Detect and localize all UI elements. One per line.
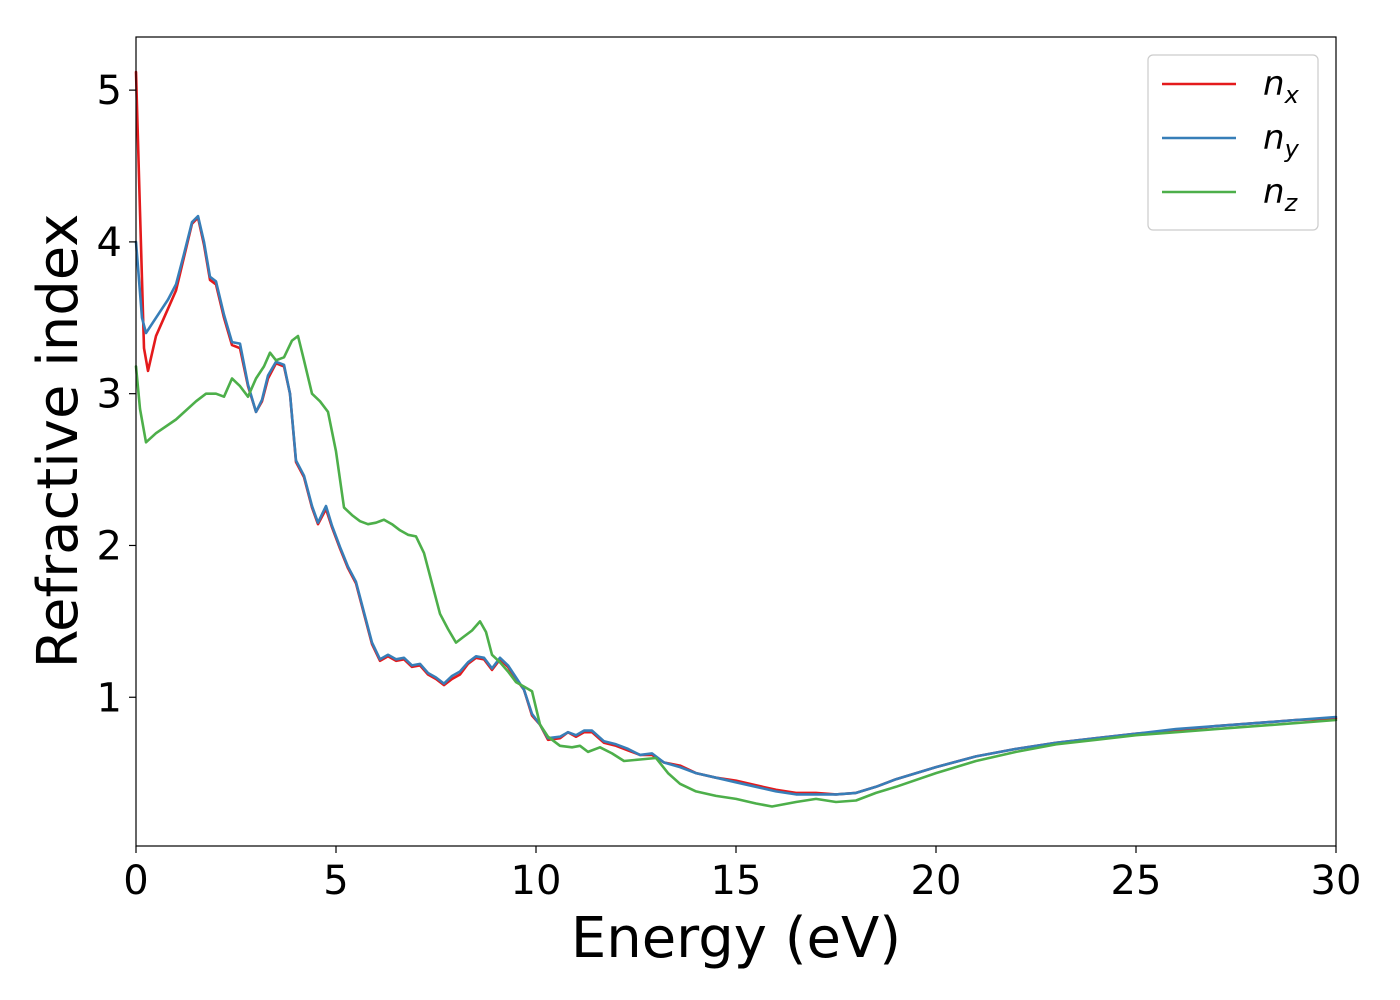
y-tick-label: 5 bbox=[97, 68, 122, 114]
x-tick-label: 15 bbox=[711, 858, 762, 904]
legend-label-subscript: x bbox=[1284, 81, 1300, 109]
legend-label-base: n bbox=[1263, 118, 1285, 158]
y-tick-label: 3 bbox=[97, 372, 122, 418]
y-axis-title: Refractive index bbox=[26, 214, 91, 669]
x-tick-label: 20 bbox=[911, 858, 962, 904]
y-tick-label: 4 bbox=[97, 220, 122, 266]
legend-label-z: nz bbox=[1263, 172, 1299, 217]
legend-label-y: ny bbox=[1263, 118, 1300, 163]
x-tick-label: 5 bbox=[323, 858, 348, 904]
x-tick-label: 10 bbox=[511, 858, 562, 904]
legend-label-subscript: y bbox=[1284, 135, 1300, 163]
x-tick-label: 30 bbox=[1311, 858, 1362, 904]
x-axis-title: Energy (eV) bbox=[571, 906, 901, 971]
y-tick-label: 1 bbox=[97, 675, 122, 721]
legend-label-base: n bbox=[1263, 172, 1285, 212]
legend-label-x: nx bbox=[1263, 64, 1300, 109]
legend-label-subscript: z bbox=[1284, 189, 1299, 217]
plot-lines bbox=[134, 70, 1338, 808]
series-line-y bbox=[134, 214, 1338, 796]
x-tick-label: 25 bbox=[1111, 858, 1162, 904]
x-axis-ticks: 0 5 10 15 20 25 30 bbox=[123, 846, 1361, 904]
x-tick-label: 0 bbox=[123, 858, 148, 904]
y-tick-label: 2 bbox=[97, 523, 122, 569]
y-axis-ticks: 1 2 3 4 5 bbox=[97, 68, 136, 721]
legend-box bbox=[1147, 54, 1319, 231]
legend-label-base: n bbox=[1263, 64, 1285, 104]
series-line-z bbox=[134, 334, 1338, 808]
